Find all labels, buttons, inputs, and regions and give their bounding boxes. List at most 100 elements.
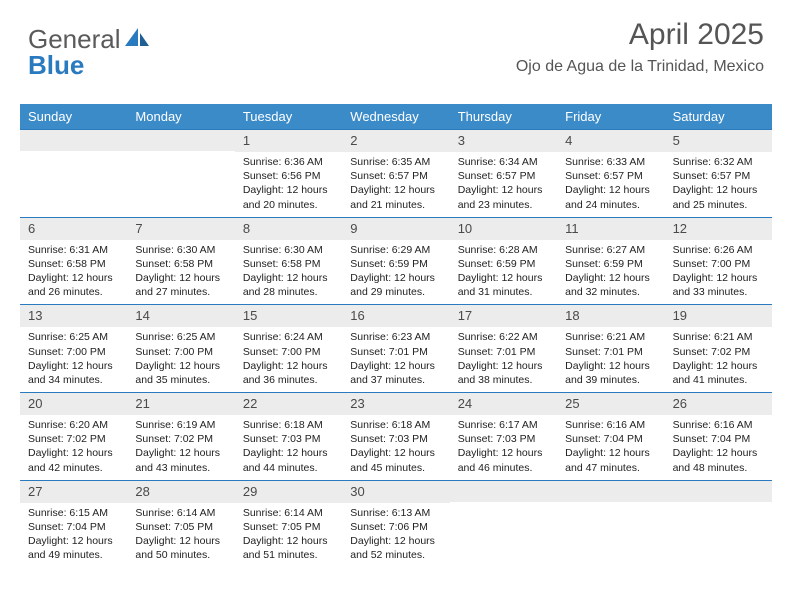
sunset-text: Sunset: 7:05 PM bbox=[135, 520, 226, 534]
calendar: Sunday Monday Tuesday Wednesday Thursday… bbox=[20, 104, 772, 567]
weekday-label: Friday bbox=[557, 104, 664, 129]
sunrise-text: Sunrise: 6:16 AM bbox=[565, 418, 656, 432]
sunset-text: Sunset: 6:57 PM bbox=[673, 169, 764, 183]
daylight-text: Daylight: 12 hours and 46 minutes. bbox=[458, 446, 549, 474]
day-info bbox=[127, 151, 234, 211]
day-number: 14 bbox=[127, 305, 234, 327]
day-number: 8 bbox=[235, 218, 342, 240]
calendar-day bbox=[557, 481, 664, 568]
daylight-text: Daylight: 12 hours and 29 minutes. bbox=[350, 271, 441, 299]
day-info: Sunrise: 6:17 AMSunset: 7:03 PMDaylight:… bbox=[450, 415, 557, 480]
weekday-label: Wednesday bbox=[342, 104, 449, 129]
day-number: 20 bbox=[20, 393, 127, 415]
daylight-text: Daylight: 12 hours and 21 minutes. bbox=[350, 183, 441, 211]
day-number: 12 bbox=[665, 218, 772, 240]
sunrise-text: Sunrise: 6:20 AM bbox=[28, 418, 119, 432]
calendar-day: 2Sunrise: 6:35 AMSunset: 6:57 PMDaylight… bbox=[342, 130, 449, 217]
sunrise-text: Sunrise: 6:27 AM bbox=[565, 243, 656, 257]
sunrise-text: Sunrise: 6:13 AM bbox=[350, 506, 441, 520]
daylight-text: Daylight: 12 hours and 25 minutes. bbox=[673, 183, 764, 211]
sunrise-text: Sunrise: 6:21 AM bbox=[673, 330, 764, 344]
sunset-text: Sunset: 6:59 PM bbox=[458, 257, 549, 271]
sunrise-text: Sunrise: 6:16 AM bbox=[673, 418, 764, 432]
day-info: Sunrise: 6:21 AMSunset: 7:02 PMDaylight:… bbox=[665, 327, 772, 392]
daylight-text: Daylight: 12 hours and 31 minutes. bbox=[458, 271, 549, 299]
sunset-text: Sunset: 6:57 PM bbox=[565, 169, 656, 183]
day-number: 26 bbox=[665, 393, 772, 415]
day-info: Sunrise: 6:30 AMSunset: 6:58 PMDaylight:… bbox=[235, 240, 342, 305]
sunset-text: Sunset: 7:04 PM bbox=[565, 432, 656, 446]
sunrise-text: Sunrise: 6:36 AM bbox=[243, 155, 334, 169]
calendar-day: 26Sunrise: 6:16 AMSunset: 7:04 PMDayligh… bbox=[665, 393, 772, 480]
calendar-day: 23Sunrise: 6:18 AMSunset: 7:03 PMDayligh… bbox=[342, 393, 449, 480]
daylight-text: Daylight: 12 hours and 28 minutes. bbox=[243, 271, 334, 299]
daylight-text: Daylight: 12 hours and 51 minutes. bbox=[243, 534, 334, 562]
day-info: Sunrise: 6:15 AMSunset: 7:04 PMDaylight:… bbox=[20, 503, 127, 568]
sunset-text: Sunset: 7:02 PM bbox=[28, 432, 119, 446]
calendar-day: 7Sunrise: 6:30 AMSunset: 6:58 PMDaylight… bbox=[127, 218, 234, 305]
day-number: 5 bbox=[665, 130, 772, 152]
sunrise-text: Sunrise: 6:23 AM bbox=[350, 330, 441, 344]
weekday-label: Monday bbox=[127, 104, 234, 129]
day-info: Sunrise: 6:32 AMSunset: 6:57 PMDaylight:… bbox=[665, 152, 772, 217]
sunset-text: Sunset: 7:03 PM bbox=[458, 432, 549, 446]
sunrise-text: Sunrise: 6:15 AM bbox=[28, 506, 119, 520]
day-number: 16 bbox=[342, 305, 449, 327]
daylight-text: Daylight: 12 hours and 39 minutes. bbox=[565, 359, 656, 387]
daylight-text: Daylight: 12 hours and 35 minutes. bbox=[135, 359, 226, 387]
calendar-day bbox=[127, 130, 234, 217]
title-block: April 2025 Ojo de Agua de la Trinidad, M… bbox=[516, 18, 764, 76]
day-number: 2 bbox=[342, 130, 449, 152]
sunrise-text: Sunrise: 6:30 AM bbox=[243, 243, 334, 257]
sunset-text: Sunset: 7:01 PM bbox=[350, 345, 441, 359]
daylight-text: Daylight: 12 hours and 26 minutes. bbox=[28, 271, 119, 299]
brand-part1: General bbox=[28, 26, 121, 52]
daylight-text: Daylight: 12 hours and 43 minutes. bbox=[135, 446, 226, 474]
day-number: 4 bbox=[557, 130, 664, 152]
calendar-day: 5Sunrise: 6:32 AMSunset: 6:57 PMDaylight… bbox=[665, 130, 772, 217]
sunrise-text: Sunrise: 6:24 AM bbox=[243, 330, 334, 344]
calendar-day: 13Sunrise: 6:25 AMSunset: 7:00 PMDayligh… bbox=[20, 305, 127, 392]
calendar-week: 1Sunrise: 6:36 AMSunset: 6:56 PMDaylight… bbox=[20, 129, 772, 217]
sunrise-text: Sunrise: 6:21 AM bbox=[565, 330, 656, 344]
sunset-text: Sunset: 6:58 PM bbox=[28, 257, 119, 271]
day-number: 27 bbox=[20, 481, 127, 503]
day-info bbox=[20, 151, 127, 211]
sunset-text: Sunset: 7:02 PM bbox=[673, 345, 764, 359]
daylight-text: Daylight: 12 hours and 44 minutes. bbox=[243, 446, 334, 474]
day-number: 24 bbox=[450, 393, 557, 415]
sunset-text: Sunset: 7:00 PM bbox=[135, 345, 226, 359]
calendar-day: 19Sunrise: 6:21 AMSunset: 7:02 PMDayligh… bbox=[665, 305, 772, 392]
day-info: Sunrise: 6:29 AMSunset: 6:59 PMDaylight:… bbox=[342, 240, 449, 305]
calendar-week: 20 Sunrise: 6:20 AMSunset: 7:02 PM Dayligh… bbox=[20, 392, 772, 480]
daylight-text: Daylight: 12 hours and 50 minutes. bbox=[135, 534, 226, 562]
day-number: 22 bbox=[235, 393, 342, 415]
day-info: Sunrise: 6:31 AMSunset: 6:58 PMDaylight:… bbox=[20, 240, 127, 305]
brand-part2: Blue bbox=[28, 50, 84, 80]
brand-logo: General bbox=[28, 26, 151, 52]
sunset-text: Sunset: 6:57 PM bbox=[458, 169, 549, 183]
sunrise-text: Sunrise: 6:34 AM bbox=[458, 155, 549, 169]
sunset-text: Sunset: 7:04 PM bbox=[28, 520, 119, 534]
day-number: 6 bbox=[20, 218, 127, 240]
sunrise-text: Sunrise: 6:30 AM bbox=[135, 243, 226, 257]
sunrise-text: Sunrise: 6:31 AM bbox=[28, 243, 119, 257]
daylight-text: Daylight: 12 hours and 52 minutes. bbox=[350, 534, 441, 562]
day-info: Sunrise: 6:25 AMSunset: 7:00 PMDaylight:… bbox=[127, 327, 234, 392]
day-number bbox=[557, 481, 664, 502]
daylight-text: Daylight: 12 hours and 48 minutes. bbox=[673, 446, 764, 474]
sunset-text: Sunset: 7:03 PM bbox=[350, 432, 441, 446]
day-number: 25 bbox=[557, 393, 664, 415]
day-number: 30 bbox=[342, 481, 449, 503]
calendar-day: 16Sunrise: 6:23 AMSunset: 7:01 PMDayligh… bbox=[342, 305, 449, 392]
daylight-text: Daylight: 12 hours and 33 minutes. bbox=[673, 271, 764, 299]
calendar-day: 4Sunrise: 6:33 AMSunset: 6:57 PMDaylight… bbox=[557, 130, 664, 217]
day-number: 11 bbox=[557, 218, 664, 240]
daylight-text: Daylight: 12 hours and 38 minutes. bbox=[458, 359, 549, 387]
calendar-day: 8Sunrise: 6:30 AMSunset: 6:58 PMDaylight… bbox=[235, 218, 342, 305]
sunset-text: Sunset: 7:01 PM bbox=[565, 345, 656, 359]
day-number bbox=[127, 130, 234, 151]
calendar-day: 14Sunrise: 6:25 AMSunset: 7:00 PMDayligh… bbox=[127, 305, 234, 392]
calendar-day: 10Sunrise: 6:28 AMSunset: 6:59 PMDayligh… bbox=[450, 218, 557, 305]
calendar-day: 9Sunrise: 6:29 AMSunset: 6:59 PMDaylight… bbox=[342, 218, 449, 305]
